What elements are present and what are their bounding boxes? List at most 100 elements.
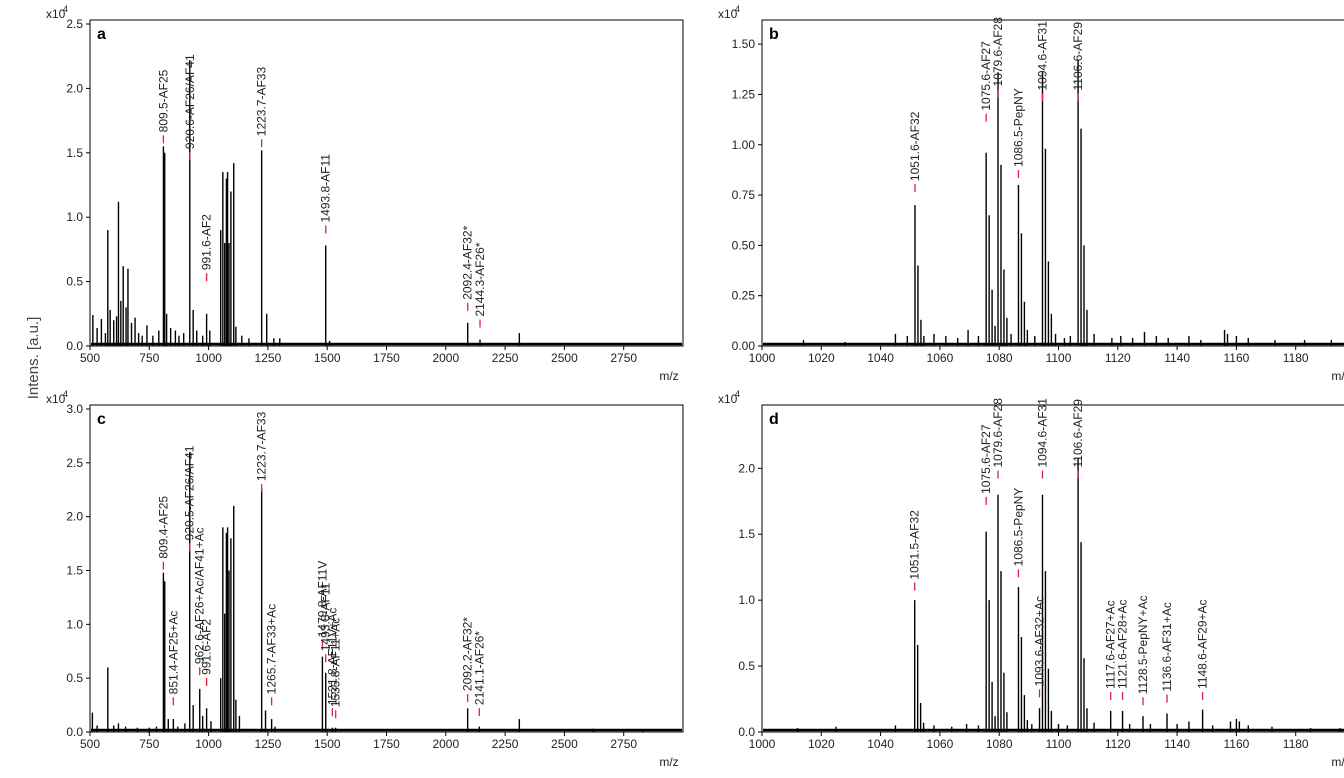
peak-annotation: 1106.6-AF29 xyxy=(1071,22,1085,91)
panel-letter: a xyxy=(97,26,106,43)
plot-frame xyxy=(761,404,1344,733)
panel-letter: c xyxy=(97,411,106,428)
x-tick-label: 1500 xyxy=(314,737,341,751)
x-tick-label: 2000 xyxy=(432,737,459,751)
x-tick-label: 2750 xyxy=(610,737,637,751)
y-scale-exponent: 4 xyxy=(63,4,68,14)
x-tick-label: 1080 xyxy=(986,351,1013,365)
y-tick-label: 1.5 xyxy=(738,527,755,541)
peak-annotation: 1128.5-PepNY+Ac xyxy=(1136,595,1150,694)
x-tick-label: 1100 xyxy=(1046,737,1072,751)
peak-annotation: 809.4-AF25 xyxy=(156,496,170,559)
y-tick-label: 1.5 xyxy=(66,564,83,578)
x-unit-label: m/z xyxy=(1331,369,1344,383)
peak-annotation: 1223.7-AF33 xyxy=(255,67,269,137)
panel-a: 500 750 1000 1250 1500 1750 2000 2250 2500 2750 0.… xyxy=(46,4,684,383)
y-tick-label: 0.0 xyxy=(66,725,83,739)
x-unit-label: m/z xyxy=(659,755,678,769)
x-tick-label: 1160 xyxy=(1223,737,1249,751)
x-tick-label: 1000 xyxy=(749,351,776,365)
peak-annotation: 1106.6-AF29 xyxy=(1071,399,1085,468)
y-tick-label: 2.0 xyxy=(66,510,83,524)
peak-annotation: 2141.1-AF26* xyxy=(472,631,486,705)
y-scale-exponent: 4 xyxy=(735,4,740,14)
y-tick-label: 0.0 xyxy=(738,725,755,739)
x-tick-label: 2500 xyxy=(551,737,578,751)
peak-annotation: 991.6-AF2 xyxy=(200,214,214,270)
y-tick-label: 0.0 xyxy=(66,339,83,353)
peak-annotation: 2144.3-AF26* xyxy=(473,242,487,316)
y-tick-label: 0.25 xyxy=(732,289,756,303)
y-scale-label: x10 xyxy=(718,7,738,21)
y-tick-label: 1.25 xyxy=(732,87,756,101)
x-tick-label: 1040 xyxy=(867,737,894,751)
y-tick-label: 0.5 xyxy=(66,275,83,289)
x-tick-label: 1180 xyxy=(1283,737,1309,751)
x-tick-label: 1000 xyxy=(195,737,222,751)
peak-annotation: 1493.8-AF11 xyxy=(319,154,333,223)
y-tick-label: 1.5 xyxy=(66,146,83,160)
peak-annotation: 851.4-AF25+Ac xyxy=(166,611,180,695)
shared-y-axis-label: Intens. [a.u.] xyxy=(25,317,42,400)
y-tick-label: 1.0 xyxy=(66,210,83,224)
y-tick-label: 0.00 xyxy=(732,339,756,353)
y-tick-label: 2.0 xyxy=(66,81,83,95)
peak-annotation: 1094.6-AF31 xyxy=(1035,398,1049,468)
y-tick-label: 0.75 xyxy=(732,188,756,202)
panel-letter: d xyxy=(769,411,779,428)
panel-c: 500 750 1000 1250 1500 1750 2000 2250 2500 2750 0.… xyxy=(46,389,684,769)
panel-d: 1000 1020 1040 1060 1080 1100 1120 1140 1160 1180… xyxy=(718,389,1344,769)
peak-annotation: 1051.5-AF32 xyxy=(908,510,922,580)
y-tick-label: 1.0 xyxy=(738,593,755,607)
x-unit-label: m/z xyxy=(659,369,678,383)
peak-annotation: 809.5-AF25 xyxy=(156,69,170,132)
x-tick-label: 500 xyxy=(80,737,100,751)
peak-annotation: 1051.6-AF32 xyxy=(908,111,922,181)
x-tick-label: 1120 xyxy=(1105,351,1131,365)
x-tick-label: 1020 xyxy=(808,737,835,751)
peak-annotation: 1075.6-AF27 xyxy=(979,41,993,111)
y-scale-label: x10 xyxy=(718,392,738,406)
y-scale-exponent: 4 xyxy=(63,389,68,399)
peak-annotation: 1117.6-AF27+Ac xyxy=(1104,600,1118,689)
y-scale-exponent: 4 xyxy=(735,389,740,399)
x-unit-label: m/z xyxy=(1331,755,1344,769)
plot-frame xyxy=(761,19,1344,347)
x-tick-label: 750 xyxy=(139,737,159,751)
panel-b: 1000 1020 1040 1060 1080 1100 1120 1140 1160 1180… xyxy=(718,4,1344,383)
peak-annotation: 920.5-AF26/AF41 xyxy=(183,445,197,540)
x-tick-label: 1250 xyxy=(255,351,282,365)
x-tick-label: 1500 xyxy=(314,351,341,365)
plot-frame xyxy=(89,19,684,347)
y-tick-label: 1.00 xyxy=(732,138,756,152)
peak-annotation: 1086.5-PepNY xyxy=(1011,88,1025,167)
x-tick-label: 1060 xyxy=(927,737,954,751)
x-tick-label: 1020 xyxy=(808,351,835,365)
peak-annotation: 1079.6-AF28 xyxy=(991,17,1005,87)
x-tick-label: 2500 xyxy=(551,351,578,365)
y-tick-label: 0.50 xyxy=(732,238,756,252)
x-tick-label: 1000 xyxy=(749,737,776,751)
peak-annotation: 1136.6-AF31+Ac xyxy=(1160,602,1174,692)
y-scale-label: x10 xyxy=(46,7,66,21)
peak-annotation: 1479.8-AF11V xyxy=(315,561,329,638)
x-tick-label: 1140 xyxy=(1164,351,1190,365)
y-tick-label: 2.5 xyxy=(66,456,83,470)
peak-annotation: 1094.6-AF31 xyxy=(1035,21,1049,91)
y-tick-label: 1.0 xyxy=(66,617,83,631)
peak-annotation: 1079.6-AF28 xyxy=(991,398,1005,468)
peak-annotation: 1148.6-AF29+Ac xyxy=(1196,599,1210,689)
peak-annotation: 1521.8-AF11V+Ac xyxy=(325,608,339,706)
x-tick-label: 1160 xyxy=(1223,351,1249,365)
x-tick-label: 1060 xyxy=(927,351,954,365)
x-tick-label: 1250 xyxy=(255,737,282,751)
peak-annotation: 920.6-AF26/AF41 xyxy=(183,54,197,149)
peak-annotation: 1086.5-PepNY xyxy=(1011,488,1025,567)
x-tick-label: 2250 xyxy=(492,351,519,365)
x-tick-label: 500 xyxy=(80,351,100,365)
x-tick-label: 1750 xyxy=(373,737,400,751)
x-tick-label: 2750 xyxy=(610,351,637,365)
x-tick-label: 1140 xyxy=(1164,737,1190,751)
y-tick-label: 1.50 xyxy=(732,37,756,51)
